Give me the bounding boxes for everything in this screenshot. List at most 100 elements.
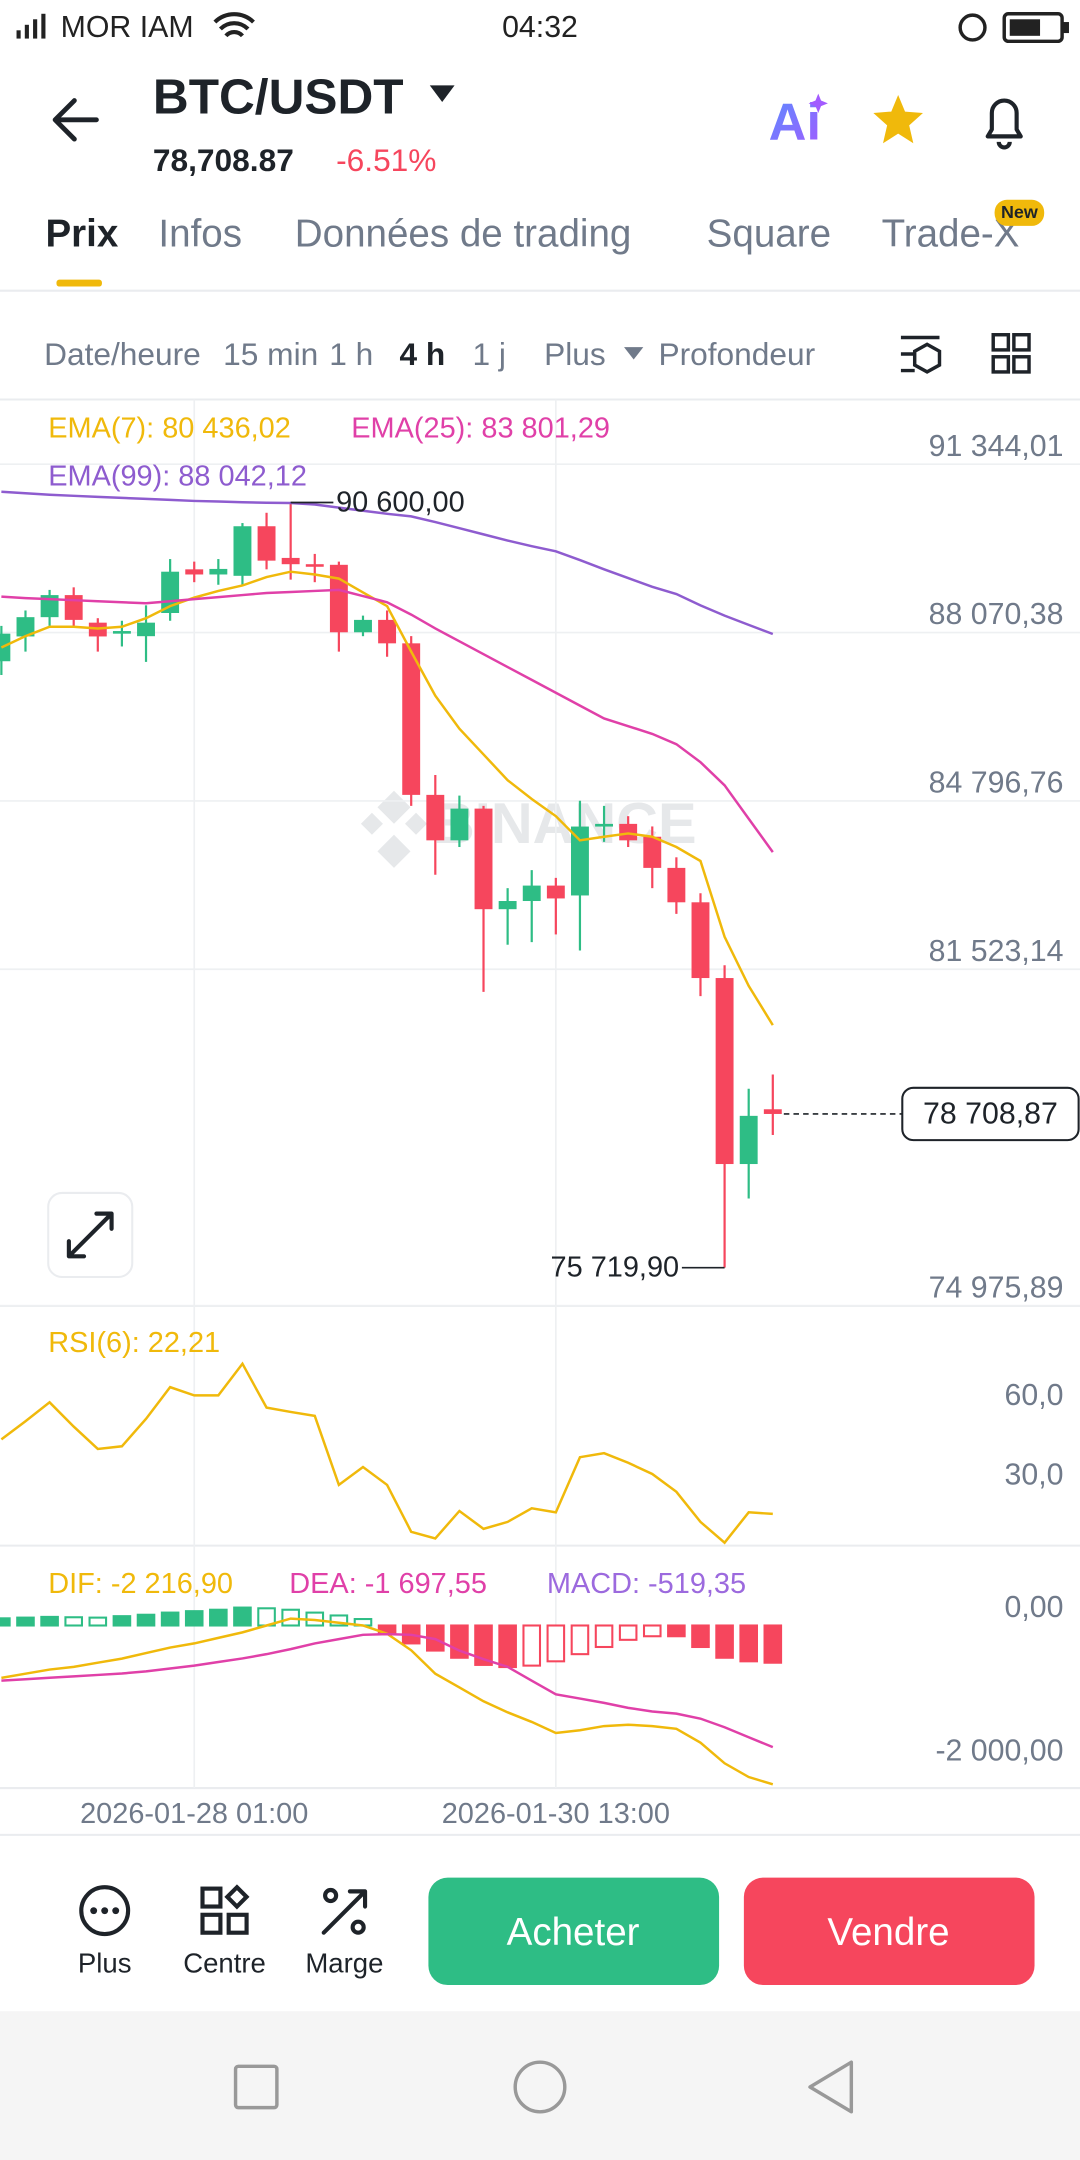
macd-bar <box>691 1624 710 1649</box>
ema-line <box>0 570 774 1026</box>
layout-button[interactable] <box>991 333 1031 374</box>
candle-body <box>643 836 662 868</box>
macd-bar <box>546 1624 566 1663</box>
macd-bar <box>715 1624 734 1659</box>
candle-body <box>257 526 276 561</box>
tab[interactable]: Prix <box>45 213 118 256</box>
macd-tick-label: -2 000,00 <box>935 1734 1063 1767</box>
macd-tick-label: 0,00 <box>1005 1591 1064 1624</box>
action-label[interactable]: Marge <box>305 1948 383 1979</box>
interval[interactable]: 4 h <box>399 336 445 372</box>
notification-bell[interactable] <box>985 98 1023 150</box>
tab[interactable]: Infos <box>158 213 242 256</box>
macd-bar <box>16 1616 35 1627</box>
candle-body <box>739 1115 758 1165</box>
interval[interactable]: 1 j <box>473 336 506 372</box>
action-label[interactable]: Centre <box>183 1948 266 1979</box>
more-dropdown[interactable] <box>624 347 644 360</box>
legend-entry: EMA(99): 88 042,12 <box>48 461 307 493</box>
ema-line <box>1 490 774 636</box>
rsi-tick-label: 60,0 <box>1005 1379 1064 1412</box>
x-tick-label: 2026-01-30 13:00 <box>442 1798 670 1830</box>
macd-bar <box>136 1613 156 1627</box>
bottom-bar: Plus Centre Marge Acheter Vendre <box>78 1877 1035 1986</box>
interval[interactable]: 15 min <box>223 336 318 372</box>
y-tick-label: 91 344,01 <box>929 430 1064 463</box>
candle-body <box>305 564 324 567</box>
centre-icon[interactable] <box>200 1884 250 1935</box>
ai-sparkle <box>808 93 828 113</box>
candle-body <box>233 526 252 576</box>
macd-bar <box>498 1624 517 1669</box>
candle-body <box>474 808 493 910</box>
tab[interactable]: Square <box>707 213 831 256</box>
tab[interactable]: Données de trading <box>295 213 632 256</box>
indicator-settings[interactable] <box>900 335 942 374</box>
candle-body <box>0 633 11 662</box>
macd-bar <box>160 1611 180 1627</box>
candle-body <box>209 568 228 575</box>
candle-body <box>450 808 469 841</box>
last-price-box <box>901 1086 1080 1142</box>
candle-body <box>570 826 589 896</box>
watermark-logo <box>360 790 428 868</box>
macd-bar <box>184 1610 204 1627</box>
rsi-legend: RSI(6): 22,21 <box>48 1327 220 1359</box>
last-price: 78,708.87 <box>153 142 294 178</box>
candle-body <box>715 978 734 1165</box>
candle-body <box>619 823 638 841</box>
macd-legend: DIF: -2 216,90 <box>48 1568 233 1600</box>
pair-dropdown[interactable] <box>429 85 455 102</box>
candle-body <box>426 794 445 841</box>
sell-button[interactable] <box>743 1877 1035 1986</box>
candle-body <box>185 569 204 575</box>
action-label[interactable]: Plus <box>78 1948 132 1979</box>
candle-body <box>112 631 131 634</box>
sell-label[interactable]: Vendre <box>827 1911 949 1954</box>
macd-bar <box>522 1624 542 1667</box>
macd-bar <box>88 1616 108 1627</box>
y-tick-label: 84 796,76 <box>929 766 1064 799</box>
macd-bar <box>763 1624 783 1664</box>
macd-bar <box>739 1624 758 1663</box>
carrier: MOR IAM <box>61 11 194 44</box>
interval[interactable]: Profondeur <box>658 336 815 372</box>
interval[interactable]: 1 h <box>329 336 373 372</box>
candle-body <box>329 564 348 633</box>
x-tick-label: 2026-01-28 01:00 <box>80 1798 308 1830</box>
nav-recents[interactable] <box>233 2064 279 2110</box>
candle-body <box>498 901 517 910</box>
macd-bar <box>0 1617 11 1627</box>
price-change: -6.51% <box>336 142 436 178</box>
candle-body <box>546 885 565 899</box>
buy-label[interactable]: Acheter <box>507 1911 640 1954</box>
battery-level <box>1009 19 1041 36</box>
nav-home[interactable] <box>513 2060 567 2114</box>
candle-body <box>40 595 59 618</box>
alarm-icon <box>958 13 987 42</box>
interval[interactable]: Plus <box>544 336 606 372</box>
nav-back[interactable] <box>808 2060 854 2114</box>
candle-body <box>595 823 614 827</box>
macd-legend: MACD: -519,35 <box>547 1568 746 1600</box>
macd-bar <box>667 1624 686 1638</box>
buy-button[interactable] <box>428 1877 720 1986</box>
status-bar: MOR IAM 04:32 <box>16 11 1069 44</box>
more-icon[interactable] <box>79 1885 131 1937</box>
ema-line <box>1 588 774 853</box>
last-price-label: 78 708,87 <box>923 1097 1058 1130</box>
new-badge <box>994 199 1045 226</box>
dea-line <box>1 1632 774 1749</box>
margin-icon[interactable] <box>321 1887 368 1935</box>
candle-body <box>691 902 710 979</box>
favorite-star[interactable] <box>873 95 923 144</box>
candle-body <box>763 1109 782 1114</box>
pair-title[interactable]: BTC/USDT <box>153 68 404 124</box>
macd-bar <box>474 1624 493 1666</box>
back-button[interactable] <box>52 98 99 142</box>
macd-bar <box>329 1614 349 1627</box>
interval[interactable]: Date/heure <box>44 336 201 372</box>
